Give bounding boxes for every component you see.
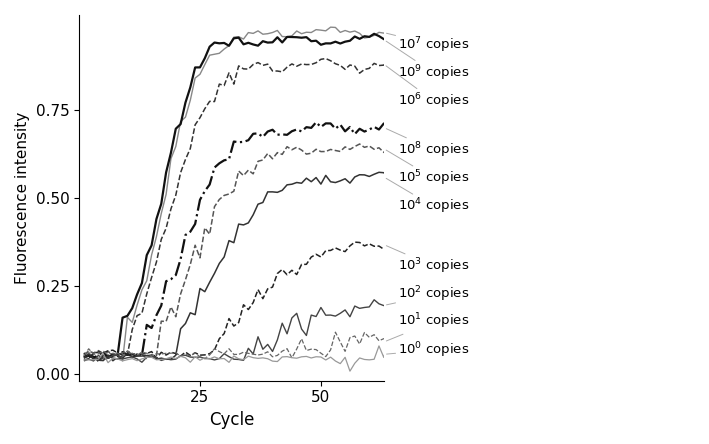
Text: 10$^1$ copies: 10$^1$ copies bbox=[386, 312, 469, 341]
Text: 10$^6$ copies: 10$^6$ copies bbox=[386, 66, 469, 111]
X-axis label: Cycle: Cycle bbox=[208, 411, 254, 429]
Text: 10$^9$ copies: 10$^9$ copies bbox=[386, 41, 469, 83]
Text: 10$^5$ copies: 10$^5$ copies bbox=[386, 150, 469, 188]
Text: 10$^8$ copies: 10$^8$ copies bbox=[386, 129, 469, 160]
Text: 10$^2$ copies: 10$^2$ copies bbox=[386, 285, 469, 305]
Text: 10$^0$ copies: 10$^0$ copies bbox=[386, 340, 469, 360]
Text: 10$^4$ copies: 10$^4$ copies bbox=[386, 178, 469, 217]
Text: 10$^3$ copies: 10$^3$ copies bbox=[386, 246, 469, 276]
Text: 10$^7$ copies: 10$^7$ copies bbox=[386, 33, 469, 55]
Y-axis label: Fluorescence intensity: Fluorescence intensity bbox=[15, 112, 30, 284]
